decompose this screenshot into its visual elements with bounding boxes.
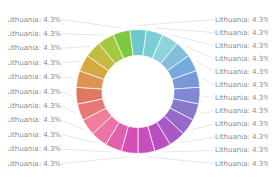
- svg-text:Lithuania: 4.3%: Lithuania: 4.3%: [8, 44, 61, 52]
- svg-text:Lithuania: 4.3%: Lithuania: 4.3%: [215, 133, 268, 141]
- svg-text:Lithuania: 4.3%: Lithuania: 4.3%: [215, 55, 268, 63]
- svg-text:Lithuania: 4.3%: Lithuania: 4.3%: [215, 107, 268, 115]
- svg-text:Lithuania: 4.3%: Lithuania: 4.3%: [8, 16, 61, 24]
- svg-text:Lithuania: 4.3%: Lithuania: 4.3%: [215, 42, 268, 50]
- svg-text:Lithuania: 4.3%: Lithuania: 4.3%: [8, 145, 61, 153]
- svg-text:Lithuania: 4.3%: Lithuania: 4.3%: [8, 116, 61, 124]
- svg-text:Lithuania: 4.3%: Lithuania: 4.3%: [215, 160, 268, 168]
- svg-text:Lithuania: 4.3%: Lithuania: 4.3%: [215, 29, 268, 37]
- svg-text:Lithuania: 4.3%: Lithuania: 4.3%: [8, 59, 61, 67]
- svg-text:Lithuania: 4.3%: Lithuania: 4.3%: [215, 81, 268, 89]
- svg-text:Lithuania: 4.3%: Lithuania: 4.3%: [8, 102, 61, 110]
- svg-text:Lithuania: 4.3%: Lithuania: 4.3%: [215, 94, 268, 102]
- svg-text:Lithuania: 4.3%: Lithuania: 4.3%: [8, 160, 61, 168]
- svg-text:Lithuania: 4.3%: Lithuania: 4.3%: [215, 16, 268, 24]
- svg-text:Lithuania: 4.3%: Lithuania: 4.3%: [8, 131, 61, 139]
- svg-text:Lithuania: 4.3%: Lithuania: 4.3%: [8, 30, 61, 38]
- svg-text:Lithuania: 4.3%: Lithuania: 4.3%: [215, 120, 268, 128]
- svg-text:Lithuania: 4.3%: Lithuania: 4.3%: [8, 88, 61, 96]
- svg-text:Lithuania: 4.3%: Lithuania: 4.3%: [8, 73, 61, 81]
- svg-text:Lithuania: 4.3%: Lithuania: 4.3%: [215, 68, 268, 76]
- svg-text:Lithuania: 4.3%: Lithuania: 4.3%: [215, 146, 268, 154]
